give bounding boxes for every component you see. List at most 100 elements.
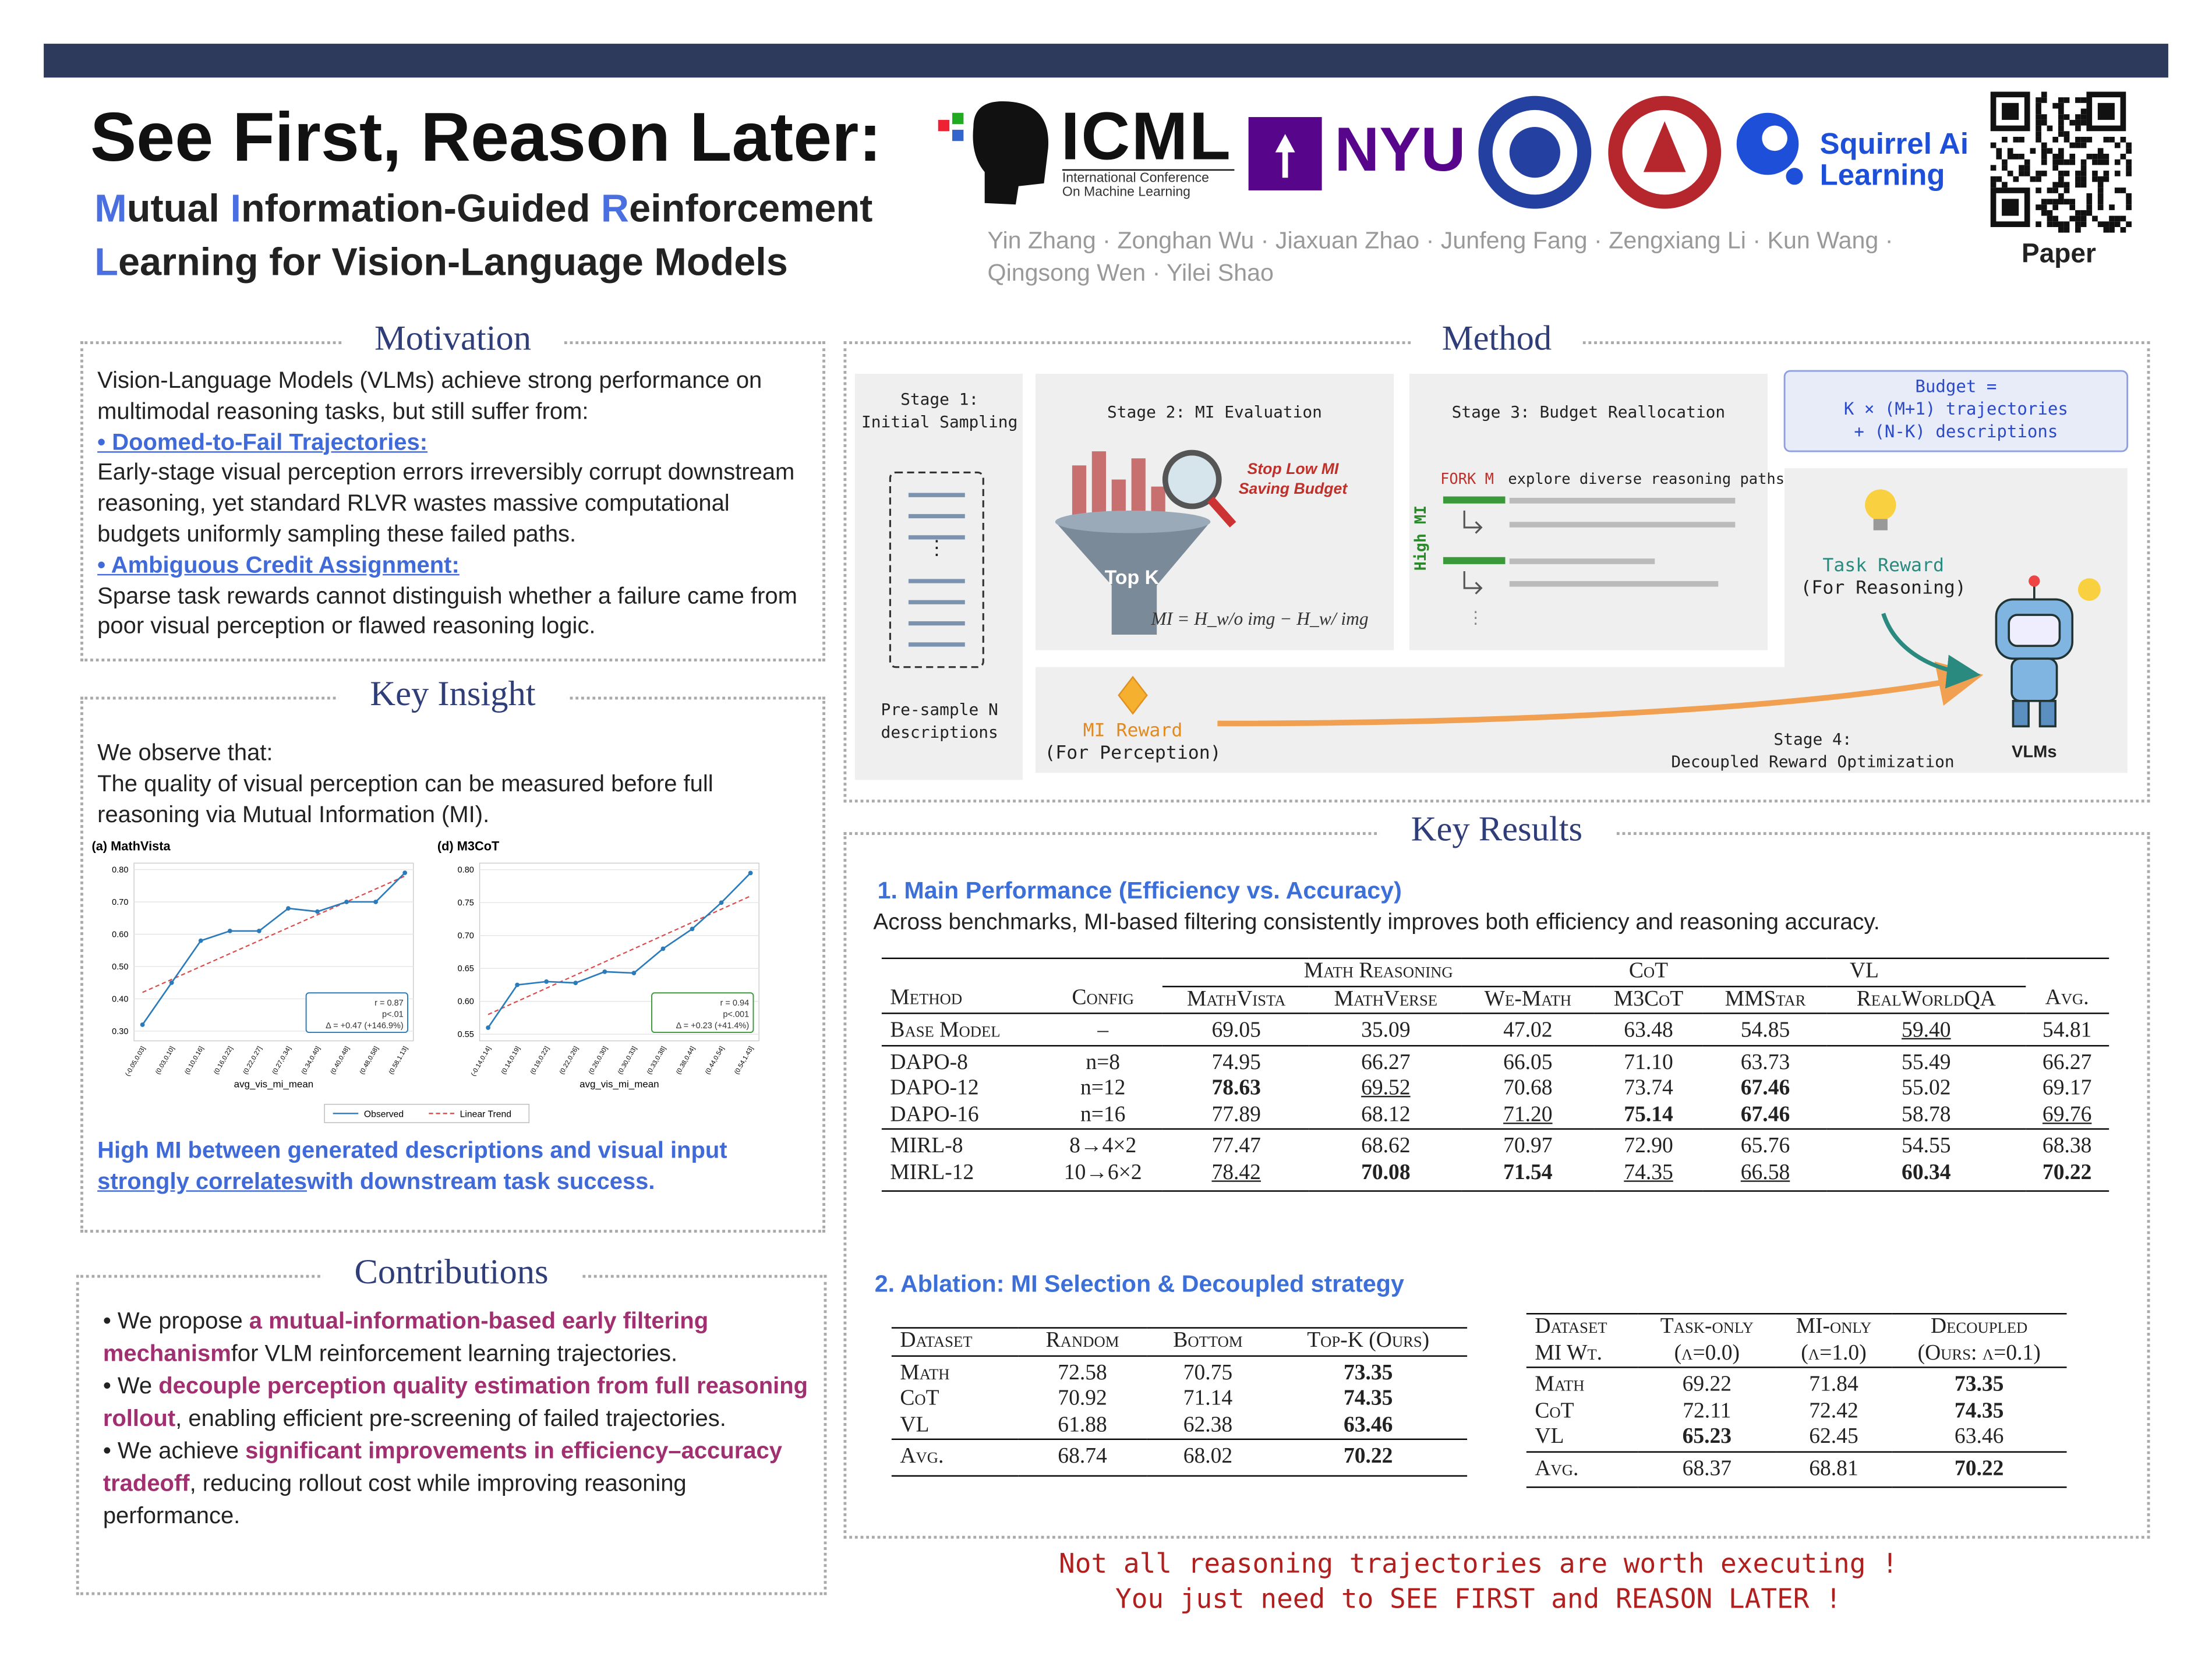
qr-module <box>2075 114 2081 120</box>
qr-module <box>2103 154 2109 160</box>
subtitle: Mutual Information-Guided Reinforcement <box>94 186 872 232</box>
x-tick-label: (0.54,1.43] <box>733 1045 755 1075</box>
header-cell: Random <box>1018 1327 1147 1355</box>
series-line <box>142 872 406 1025</box>
table-cell: 66.27 <box>2025 1044 2109 1077</box>
thead: Dataset Task-only MI-only Decoupled MI Wt. (λ… <box>1526 1313 2067 1367</box>
fork-label: FORK M <box>1440 471 1494 489</box>
qr-module <box>2092 215 2098 222</box>
table-row: VL 65.23 62.45 63.46 <box>1527 1424 2067 1451</box>
rect <box>1443 557 1506 564</box>
circle <box>1762 125 1787 151</box>
text-segment: nformation-Guided <box>241 186 601 230</box>
qr-module <box>2092 154 2098 160</box>
data-point <box>402 870 408 875</box>
formula: MI = H_w/o img − H_w/ img <box>1151 607 1369 629</box>
qr-module <box>2092 159 2098 165</box>
stage-label: Stage 2: MI Evaluation <box>1107 402 1322 422</box>
x-tick-label: (0.44,0.54] <box>704 1045 726 1075</box>
qr-module <box>2052 165 2058 171</box>
qr-module <box>2126 193 2132 199</box>
y-tick-label: 0.60 <box>112 930 128 939</box>
qr-module <box>2019 165 2024 171</box>
qr-module <box>2103 159 2109 165</box>
table-cell: 10→6×2 <box>1043 1160 1163 1192</box>
qr-module <box>2002 136 2008 143</box>
legend-box <box>324 1103 530 1123</box>
header-cell <box>881 957 1163 986</box>
text-segment: strongly correlates <box>97 1169 307 1195</box>
qr-module <box>2058 226 2064 233</box>
x-axis-label: avg_vis_mi_mean <box>579 1079 659 1090</box>
circle <box>2077 578 2101 601</box>
stage-note: Pre-sample N descriptions <box>881 699 998 742</box>
text-segment: R <box>600 186 630 230</box>
qr-module <box>2036 187 2041 193</box>
qr-module <box>2024 165 2030 171</box>
qr-module <box>2114 215 2121 222</box>
icml-caption: International Conference <box>1062 169 1235 186</box>
circle <box>1865 489 1896 521</box>
ellipsis: ⋮ <box>927 536 947 559</box>
table-cell: MIRL-12 <box>881 1160 1043 1192</box>
qr-module <box>2086 204 2093 210</box>
qr-module <box>2120 154 2126 160</box>
icml-logo: ICML <box>1061 100 1232 175</box>
annotation: p<.01 <box>382 1010 404 1019</box>
table-row: MIRL-12 10→6×2 78.42 70.08 71.54 74.35 66.58 60… <box>881 1160 2109 1192</box>
key-results-section: Key Results <box>843 811 2150 1539</box>
qr-module <box>2052 187 2058 193</box>
rect <box>952 112 964 125</box>
rect <box>2012 700 2030 728</box>
table-row: MIRL-8 8→4×2 77.47 68.62 70.97 72.90 65.76 54.5… <box>881 1128 2109 1160</box>
table-cell: 65.23 <box>1682 1424 1732 1449</box>
x-tick-label: (0.58,1.13] <box>388 1045 409 1075</box>
table-cell: 67.46 <box>1740 1102 1790 1127</box>
qr-module <box>2075 221 2081 227</box>
header-cell: (Ours: λ=0.1) <box>1917 1340 2041 1365</box>
qr-module <box>2052 159 2058 165</box>
table-cell: 65.76 <box>1703 1128 1828 1160</box>
section-title-text: Key Results <box>1380 811 1614 850</box>
insight-conclusion: High MI between generated descriptions a… <box>97 1137 789 1198</box>
qr-module <box>2126 171 2132 176</box>
mi-reward: MI Reward (For Perception) <box>1041 721 1225 766</box>
qr-module <box>2041 159 2047 165</box>
text-segment: for VLM reinforcement learning trajector… <box>231 1341 678 1367</box>
table-cell: 73.74 <box>1624 1076 1673 1100</box>
qr-module <box>2080 114 2087 120</box>
tbody: Math 69.22 71.84 73.35 CoT 72.11 72.42 74.35 VL 6… <box>1526 1367 2067 1488</box>
qr-module <box>2103 221 2109 227</box>
text-segment: , enabling efficient pre-screening of fa… <box>175 1406 726 1432</box>
table-cell: 69.05 <box>1162 1013 1310 1045</box>
task-reward-note: (For Reasoning) <box>1800 578 1966 600</box>
table-row: DAPO-16 n=16 77.89 68.12 71.20 75.14 67.46 58.7… <box>882 1102 2109 1129</box>
qr-module <box>2058 114 2064 120</box>
qr-module <box>2019 154 2024 160</box>
method-diagram: ⋮ <box>854 370 2129 780</box>
table-cell: 66.05 <box>1462 1044 1594 1077</box>
x-tick-label: (0.34,0.40] <box>300 1045 321 1075</box>
qr-module <box>2097 221 2104 227</box>
qr-module <box>2002 159 2008 165</box>
table-row: Avg. 68.37 68.81 70.22 <box>1526 1450 2067 1488</box>
qr-module <box>2041 91 2047 98</box>
header-row: Dataset Random Bottom Top-K (Ours) <box>891 1327 1468 1355</box>
x-tick-label: (0.16,0.22] <box>213 1045 234 1075</box>
qr-module <box>2097 159 2104 165</box>
qr-module <box>2036 131 2041 137</box>
subtitle: Learning for Vision-Language Models <box>94 240 788 285</box>
table-row: VL 61.88 62.38 63.46 <box>892 1413 1467 1439</box>
table-cell: 72.11 <box>1683 1398 1732 1422</box>
data-point <box>140 1022 145 1027</box>
header-row: Math Reasoning CoT VL <box>881 957 2109 987</box>
header-cell: Method <box>890 986 963 1010</box>
data-point <box>748 870 753 876</box>
qr-module <box>2120 136 2126 143</box>
rect <box>1443 496 1506 504</box>
header-cell <box>2025 957 2109 986</box>
table-cell: 54.55 <box>1827 1128 2026 1160</box>
data-point <box>344 900 349 904</box>
header-cell: Avg. <box>2045 986 2089 1010</box>
vlms-label: VLMs <box>2012 742 2057 762</box>
